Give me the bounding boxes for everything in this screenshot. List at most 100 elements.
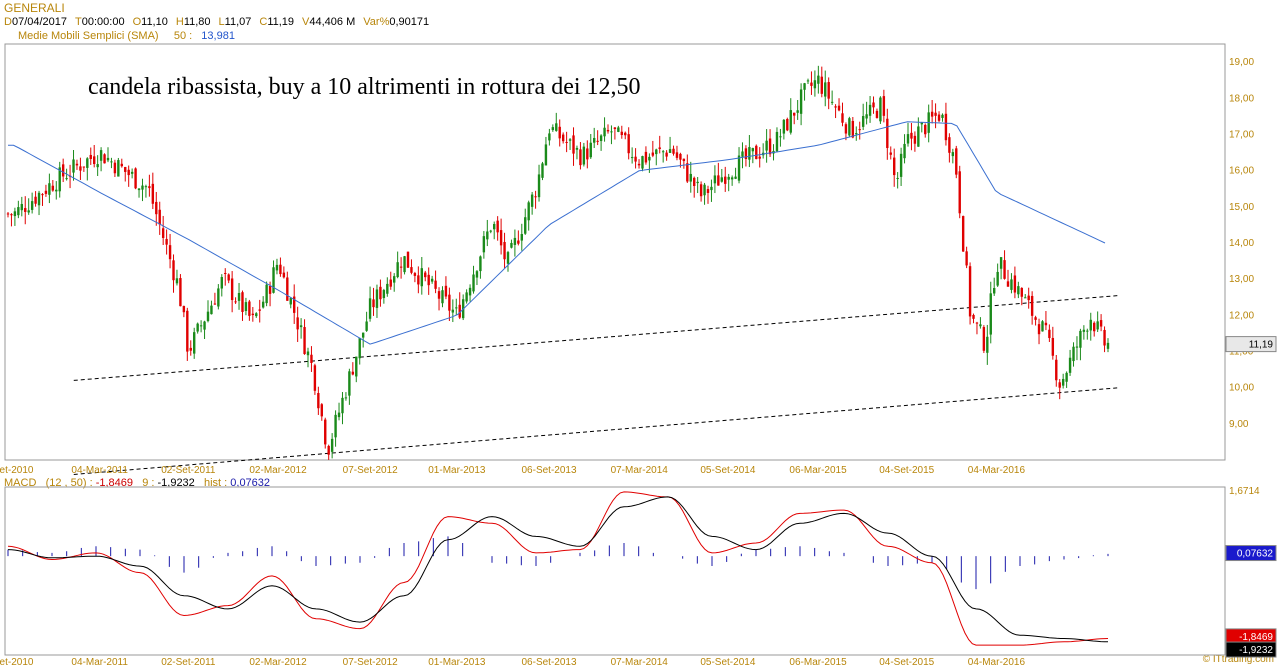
candle-body bbox=[441, 290, 444, 304]
signal-value: -1,9232 bbox=[157, 477, 195, 489]
candle-body bbox=[655, 149, 658, 155]
candle-body bbox=[65, 178, 68, 180]
candle-body bbox=[993, 288, 996, 294]
ohlc-value: 11,07 bbox=[224, 16, 252, 28]
ohlc-key: D bbox=[4, 16, 12, 28]
candle-body bbox=[113, 162, 117, 174]
candle-body bbox=[179, 278, 182, 307]
candle-body bbox=[875, 110, 879, 118]
candle-body bbox=[261, 301, 265, 308]
candle-body bbox=[872, 102, 875, 108]
candle-body bbox=[306, 351, 310, 356]
candle-body bbox=[227, 274, 230, 281]
candle-body bbox=[96, 164, 99, 168]
ohlc-value: 11,10 bbox=[141, 16, 168, 28]
ohlc-value: 11,80 bbox=[183, 16, 211, 28]
candle-body bbox=[820, 76, 823, 94]
candle-body bbox=[799, 89, 803, 114]
candle-body bbox=[582, 146, 586, 165]
hist-badge: 0,07632 bbox=[1237, 549, 1274, 560]
sma50-line bbox=[8, 121, 1106, 345]
candle-body bbox=[1103, 329, 1106, 346]
candle-body bbox=[1020, 287, 1023, 297]
candle-body bbox=[382, 290, 386, 299]
candle-body bbox=[120, 163, 123, 167]
candle-body bbox=[110, 161, 113, 163]
signal-badge-bg bbox=[1225, 641, 1277, 658]
x-tick-label-macd: set-2010 bbox=[0, 657, 34, 668]
signal-line bbox=[7, 496, 1108, 643]
macd-line bbox=[7, 491, 1109, 646]
candle-body bbox=[444, 285, 448, 297]
candle-body bbox=[693, 177, 696, 187]
candle-body bbox=[596, 140, 599, 142]
candle-body bbox=[965, 251, 968, 266]
candle-body bbox=[617, 127, 620, 132]
candle-body bbox=[989, 293, 992, 335]
candle-body bbox=[465, 292, 468, 302]
candle-body bbox=[493, 223, 496, 230]
candle-body bbox=[168, 245, 172, 260]
candle-body bbox=[241, 292, 244, 312]
candle-body bbox=[1106, 342, 1110, 349]
candle-body bbox=[255, 313, 258, 317]
candle-body bbox=[879, 97, 882, 122]
candle-body bbox=[410, 267, 413, 273]
candle-body bbox=[317, 393, 320, 409]
candle-body bbox=[182, 306, 186, 313]
candle-body bbox=[458, 304, 461, 318]
candle-body bbox=[624, 132, 627, 136]
candle-body bbox=[34, 196, 37, 204]
y-tick-label: 16,00 bbox=[1229, 166, 1254, 177]
candle-body bbox=[165, 238, 168, 245]
candle-body bbox=[924, 124, 927, 135]
candle-body bbox=[937, 114, 941, 121]
candle-body bbox=[961, 216, 965, 252]
candle-body bbox=[827, 82, 830, 99]
candle-body bbox=[399, 266, 403, 268]
candle-body bbox=[389, 279, 392, 287]
candle-body bbox=[703, 184, 706, 196]
candle-body bbox=[982, 327, 986, 351]
candle-body bbox=[10, 214, 13, 216]
candle-body bbox=[906, 134, 910, 144]
candle-body bbox=[951, 152, 955, 157]
candle-body bbox=[561, 134, 565, 142]
x-tick-label-macd: 04-Set-2015 bbox=[879, 657, 934, 668]
candle-body bbox=[586, 148, 589, 160]
x-tick-label: 01-Mar-2013 bbox=[428, 465, 486, 476]
candle-body bbox=[796, 110, 799, 113]
y-tick-label: 12,00 bbox=[1229, 310, 1254, 321]
candle-body bbox=[17, 207, 20, 216]
candle-body bbox=[510, 242, 513, 248]
candle-body bbox=[386, 283, 389, 294]
signal-badge: -1,9232 bbox=[1239, 645, 1273, 656]
candle-body bbox=[813, 80, 817, 89]
ohlc-key: V bbox=[302, 16, 310, 28]
candle-body bbox=[1013, 275, 1017, 293]
candle-body bbox=[886, 118, 889, 149]
candle-body bbox=[986, 336, 989, 353]
candle-body bbox=[644, 151, 648, 163]
candle-body bbox=[682, 158, 686, 162]
candle-body bbox=[496, 220, 499, 233]
candle-body bbox=[955, 148, 958, 175]
candle-body bbox=[672, 148, 675, 154]
candle-body bbox=[658, 147, 661, 149]
candle-body bbox=[1024, 297, 1027, 299]
candle-body bbox=[837, 105, 841, 111]
candle-body bbox=[75, 163, 79, 166]
candle-body bbox=[620, 131, 623, 136]
candle-body bbox=[593, 137, 596, 143]
candle-body bbox=[482, 236, 486, 253]
candle-body bbox=[727, 176, 730, 180]
candle-body bbox=[24, 208, 27, 212]
candle-body bbox=[599, 135, 603, 142]
candle-body bbox=[234, 301, 237, 303]
ohlc-readout: D07/04/2017 T00:00:00 O11,10 H11,80 L11,07 C1… bbox=[4, 16, 437, 28]
candle-body bbox=[724, 176, 727, 184]
candle-body bbox=[151, 183, 155, 204]
candle-body bbox=[330, 438, 334, 452]
candle-body bbox=[286, 277, 289, 301]
